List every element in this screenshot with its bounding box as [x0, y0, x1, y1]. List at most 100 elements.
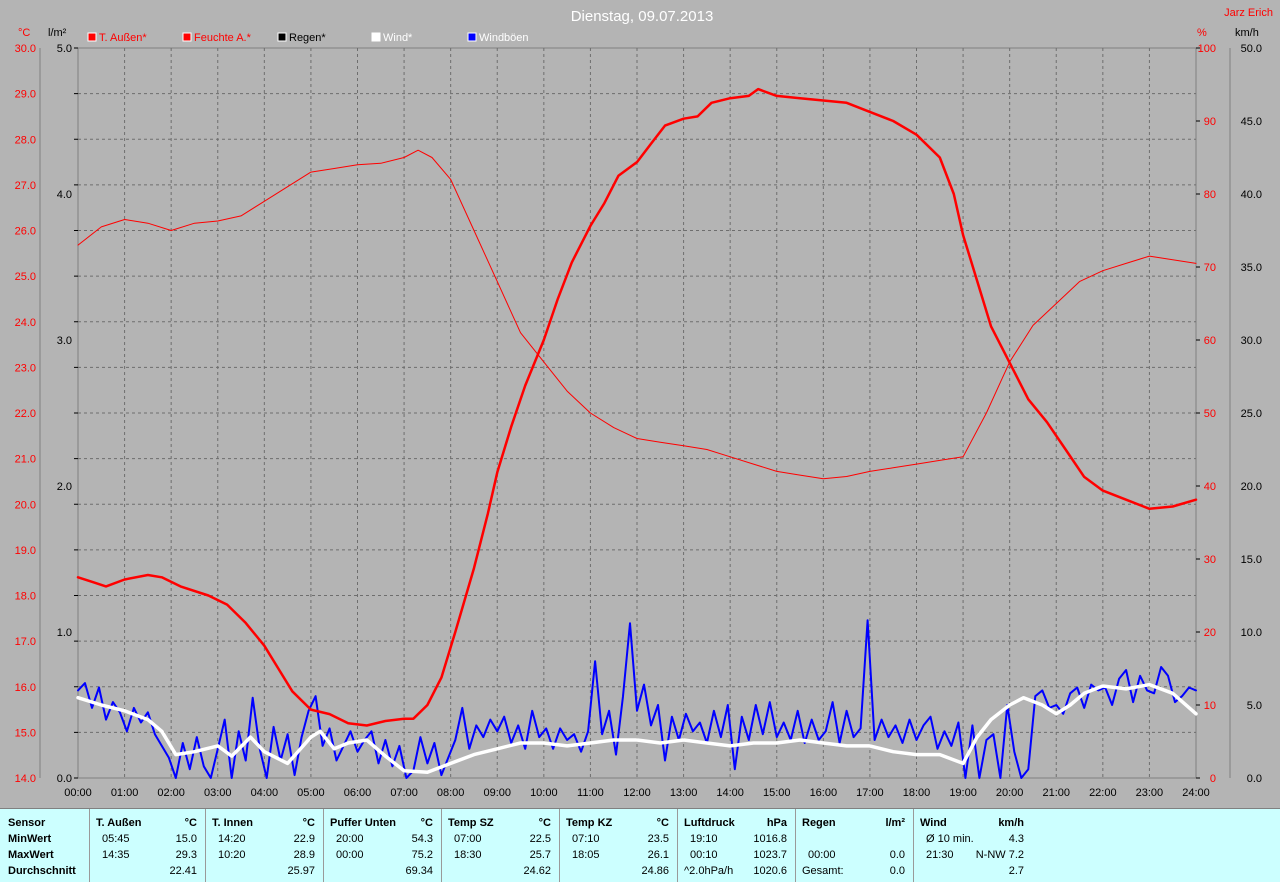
temp-tick-label: 26.0	[15, 226, 36, 238]
humidity-tick-label: 60	[1204, 335, 1216, 347]
temp-tick-label: 30.0	[15, 43, 36, 55]
temp-tick-label: 16.0	[15, 682, 36, 694]
wind-tick-label: 50.0	[1241, 43, 1262, 55]
x-tick-label: 16:00	[810, 787, 838, 799]
stats-min-time: 20:00	[336, 833, 364, 845]
stats-min-time: 07:00	[454, 833, 482, 845]
author-label: Jarz Erich	[1224, 7, 1273, 19]
humidity-tick-label: 80	[1204, 189, 1216, 201]
stats-header: T. Innen	[212, 817, 253, 829]
series-feuchte-a-line	[77, 149, 1197, 480]
temp-unit-label: °C	[18, 27, 30, 39]
legend-swatch	[371, 32, 381, 42]
x-tick-label: 22:00	[1089, 787, 1117, 799]
chart-title: Dienstag, 09.07.2013	[571, 8, 714, 25]
stats-header: Temp SZ	[448, 817, 494, 829]
rain-tick-label: 0.0	[57, 773, 72, 785]
series-wind-line	[76, 682, 1198, 774]
stats-col-t-au-en: T. Außen °C 05:45 15.0 14:35 29.3 22.41	[90, 809, 206, 882]
stats-max-time: 21:30	[926, 849, 954, 861]
grid-layer	[77, 47, 1197, 779]
series-windb-en-line	[77, 619, 1197, 779]
legend-swatch	[182, 32, 192, 42]
stats-min-value: 1016.8	[753, 833, 787, 845]
legend-label: Wind*	[383, 32, 413, 44]
stats-avg-value: 24.62	[523, 865, 551, 877]
x-tick-label: 13:00	[670, 787, 698, 799]
legend-label: Feuchte A.*	[194, 32, 252, 44]
temp-tick-label: 23.0	[15, 362, 36, 374]
temp-tick-label: 29.0	[15, 89, 36, 101]
legend: T. Außen* Feuchte A.* Regen* Wind* Windböen	[87, 32, 529, 44]
stats-col-temp-sz: Temp SZ °C 07:00 22.5 18:30 25.7 24.62	[442, 809, 560, 882]
stats-max-time: 10:20	[218, 849, 246, 861]
stats-avg-text: ^2.0hPa/h	[684, 865, 734, 877]
rain-unit-label: l/m²	[48, 27, 67, 39]
stats-min-time: 19:10	[690, 833, 718, 845]
stats-max-time: 14:35	[102, 849, 130, 861]
stats-min-value: 54.3	[411, 833, 433, 845]
stats-col-luftdruck: Luftdruck hPa 19:10 1016.8 00:10 1023.7 ^2.0hP…	[678, 809, 796, 882]
x-tick-label: 06:00	[344, 787, 372, 799]
temp-tick-label: 19.0	[15, 545, 36, 557]
temp-tick-label: 14.0	[15, 773, 36, 785]
stats-unit: °C	[184, 817, 197, 829]
wind-tick-label: 30.0	[1241, 335, 1262, 347]
wind-tick-label: 15.0	[1241, 554, 1262, 566]
x-tick-label: 09:00	[483, 787, 511, 799]
temp-tick-label: 27.0	[15, 180, 36, 192]
stats-max-time: 00:00	[336, 849, 364, 861]
legend-swatch	[87, 32, 97, 42]
stats-min-value: 22.9	[293, 833, 315, 845]
row-label-sensor: Sensor	[8, 817, 46, 829]
wind-unit-label: km/h	[1235, 27, 1259, 39]
temp-tick-label: 22.0	[15, 408, 36, 420]
x-tick-label: 03:00	[204, 787, 232, 799]
stats-min-time: 14:20	[218, 833, 246, 845]
stats-unit: °C	[656, 817, 669, 829]
stats-min-time: 05:45	[102, 833, 130, 845]
stats-max-value: 29.3	[175, 849, 197, 861]
stats-avg-value: 24.86	[641, 865, 669, 877]
wind-tick-label: 5.0	[1247, 700, 1262, 712]
stats-unit: °C	[538, 817, 551, 829]
stats-col-puffer-unten: Puffer Unten °C 20:00 54.3 00:00 75.2 69.34	[324, 809, 442, 882]
x-tick-label: 10:00	[530, 787, 558, 799]
rain-tick-label: 1.0	[57, 627, 72, 639]
rain-tick-label: 4.0	[57, 189, 72, 201]
stats-col-temp-kz: Temp KZ °C 07:10 23.5 18:05 26.1 24.86	[560, 809, 678, 882]
stats-header: Regen	[802, 817, 836, 829]
stats-unit: km/h	[998, 817, 1024, 829]
temp-tick-label: 18.0	[15, 591, 36, 603]
humidity-tick-label: 100	[1198, 43, 1216, 55]
stats-max-value: 25.7	[529, 849, 551, 861]
stats-max-time: 18:05	[572, 849, 600, 861]
humidity-tick-label: 0	[1210, 773, 1216, 785]
temp-tick-label: 28.0	[15, 134, 36, 146]
stats-unit: °C	[302, 817, 315, 829]
x-tick-label: 00:00	[64, 787, 92, 799]
wind-tick-label: 10.0	[1241, 627, 1262, 639]
x-tick-label: 14:00	[716, 787, 744, 799]
stats-header: Puffer Unten	[330, 817, 396, 829]
humidity-tick-label: 30	[1204, 554, 1216, 566]
rain-tick-label: 3.0	[57, 335, 72, 347]
temp-tick-label: 25.0	[15, 271, 36, 283]
axis-layer: 00:00 01:00 02:00 03:00 04:00 05:00 06:00 07:00…	[15, 43, 1262, 799]
stats-max-value: 1023.7	[753, 849, 787, 861]
stats-avg-text: Gesamt:	[802, 865, 844, 877]
legend-swatch	[467, 32, 477, 42]
stats-max-value: N-NW 7.2	[975, 849, 1024, 861]
wind-tick-label: 40.0	[1241, 189, 1262, 201]
stats-avg-value: 69.34	[405, 865, 433, 877]
humidity-tick-label: 90	[1204, 116, 1216, 128]
wind-tick-label: 25.0	[1241, 408, 1262, 420]
humidity-tick-label: 10	[1204, 700, 1216, 712]
stats-header: Temp KZ	[566, 817, 613, 829]
humidity-unit-label: %	[1197, 27, 1207, 39]
stats-avg-value: 2.7	[1008, 865, 1024, 877]
legend-swatch	[277, 32, 287, 42]
x-tick-label: 15:00	[763, 787, 791, 799]
temp-tick-label: 21.0	[15, 454, 36, 466]
stats-avg-value: 22.41	[169, 865, 197, 877]
